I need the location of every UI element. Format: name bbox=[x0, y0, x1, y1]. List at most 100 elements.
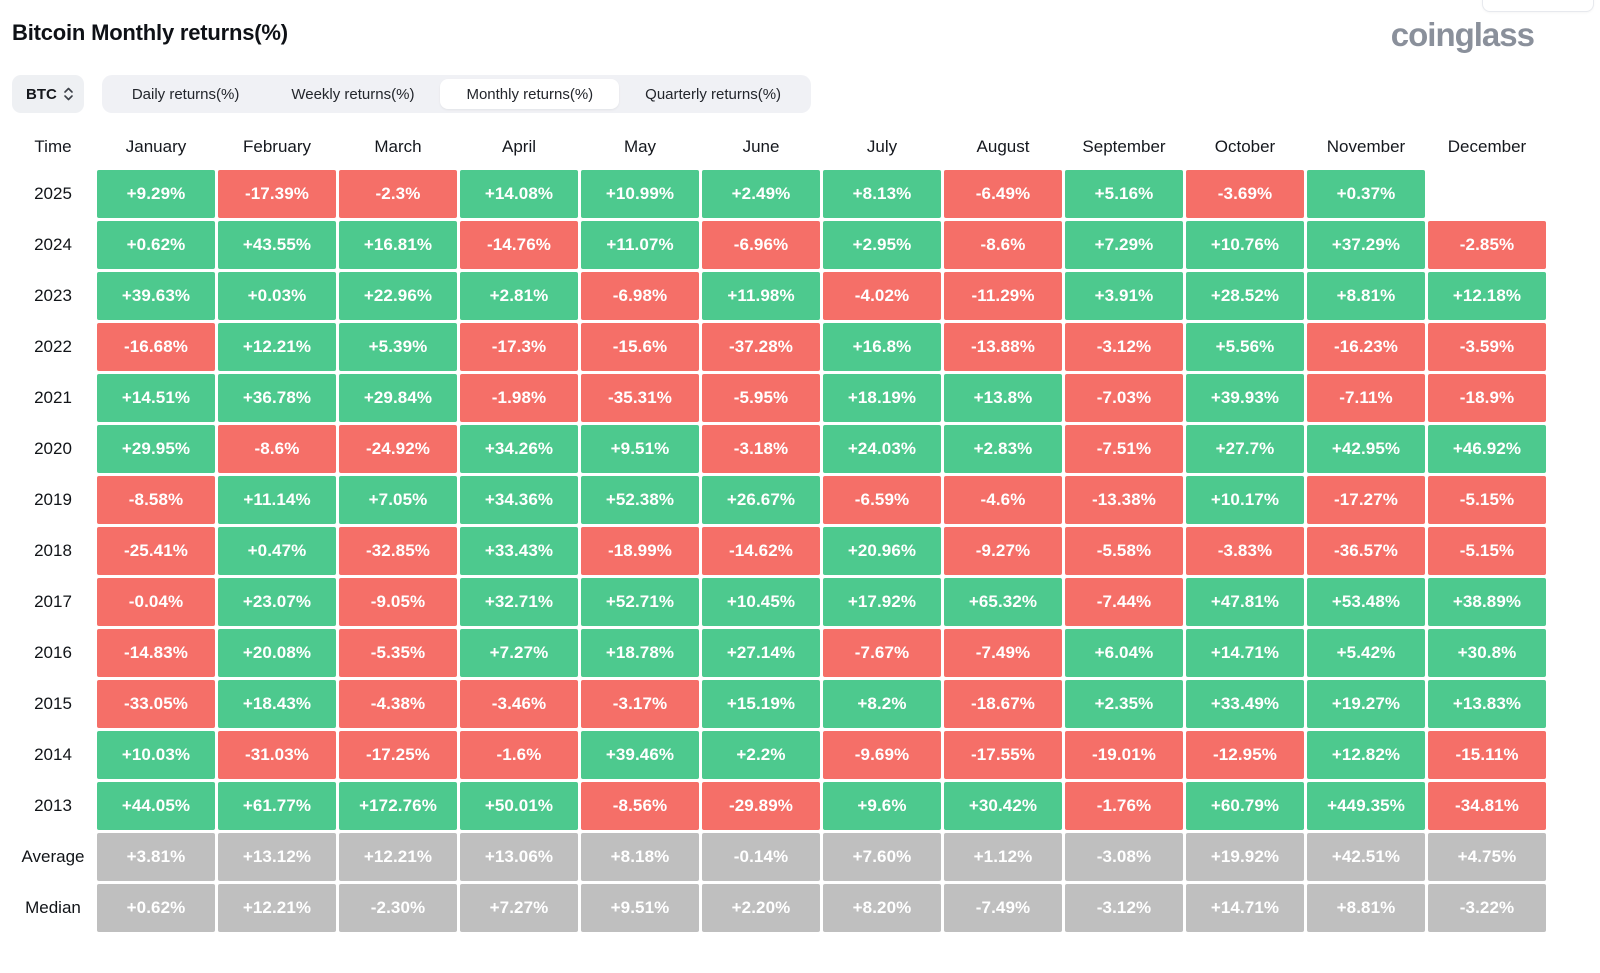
row-label: 2025 bbox=[34, 184, 72, 203]
return-cell: -9.05% bbox=[339, 578, 457, 626]
return-cell: +5.42% bbox=[1307, 629, 1425, 677]
return-cell: +14.51% bbox=[97, 374, 215, 422]
return-cell: +12.82% bbox=[1307, 731, 1425, 779]
return-cell: -33.05% bbox=[97, 680, 215, 728]
return-cell: +5.16% bbox=[1065, 170, 1183, 218]
return-cell: -17.3% bbox=[460, 323, 578, 371]
return-cell: -35.31% bbox=[581, 374, 699, 422]
coinglass-logo: coinglass bbox=[1390, 16, 1535, 53]
return-cell: -13.88% bbox=[944, 323, 1062, 371]
return-cell: +172.76% bbox=[339, 782, 457, 830]
return-cell: -8.6% bbox=[218, 425, 336, 473]
return-cell: -15.11% bbox=[1428, 731, 1546, 779]
return-cell: +11.07% bbox=[581, 221, 699, 269]
return-cell: +13.12% bbox=[218, 833, 336, 881]
return-cell: +39.63% bbox=[97, 272, 215, 320]
return-cell: -34.81% bbox=[1428, 782, 1546, 830]
return-cell: +0.62% bbox=[97, 884, 215, 932]
return-cell: -6.98% bbox=[581, 272, 699, 320]
return-cell: -24.92% bbox=[339, 425, 457, 473]
return-cell: -17.55% bbox=[944, 731, 1062, 779]
row-label: 2018 bbox=[34, 541, 72, 560]
return-cell: +26.67% bbox=[702, 476, 820, 524]
return-cell: +29.84% bbox=[339, 374, 457, 422]
column-header-month: March bbox=[374, 137, 422, 156]
tab-quarterly-returns[interactable]: Quarterly returns(%) bbox=[645, 85, 782, 103]
return-cell: -14.76% bbox=[460, 221, 578, 269]
return-cell: -17.27% bbox=[1307, 476, 1425, 524]
return-cell: +19.27% bbox=[1307, 680, 1425, 728]
return-cell: +13.06% bbox=[460, 833, 578, 881]
return-cell: -9.27% bbox=[944, 527, 1062, 575]
return-cell: -12.95% bbox=[1186, 731, 1304, 779]
return-cell: +53.48% bbox=[1307, 578, 1425, 626]
return-cell: +30.8% bbox=[1428, 629, 1546, 677]
return-cell: -29.89% bbox=[702, 782, 820, 830]
return-cell: -6.96% bbox=[702, 221, 820, 269]
return-cell: +0.03% bbox=[218, 272, 336, 320]
return-cell: +8.18% bbox=[581, 833, 699, 881]
row-label: 2024 bbox=[34, 235, 72, 254]
tab-monthly-returns[interactable]: Monthly returns(%) bbox=[440, 79, 620, 109]
return-cell: -2.85% bbox=[1428, 221, 1546, 269]
return-cell: -14.83% bbox=[97, 629, 215, 677]
return-cell: +2.35% bbox=[1065, 680, 1183, 728]
return-cell: +9.29% bbox=[97, 170, 215, 218]
return-cell: +12.21% bbox=[339, 833, 457, 881]
return-cell: +7.60% bbox=[823, 833, 941, 881]
return-cell: +9.51% bbox=[581, 884, 699, 932]
return-cell: -32.85% bbox=[339, 527, 457, 575]
return-cell: +24.03% bbox=[823, 425, 941, 473]
top-right-widget-fragment[interactable] bbox=[1482, 0, 1594, 12]
return-cell: +8.2% bbox=[823, 680, 941, 728]
return-cell: +4.75% bbox=[1428, 833, 1546, 881]
return-cell: +0.37% bbox=[1307, 170, 1425, 218]
return-cell: -16.23% bbox=[1307, 323, 1425, 371]
return-cell: +2.81% bbox=[460, 272, 578, 320]
return-cell: -3.59% bbox=[1428, 323, 1546, 371]
return-cell: +60.79% bbox=[1186, 782, 1304, 830]
return-cell: +43.55% bbox=[218, 221, 336, 269]
row-label: Average bbox=[21, 847, 85, 866]
tab-weekly-returns[interactable]: Weekly returns(%) bbox=[291, 85, 415, 103]
return-cell: +0.62% bbox=[97, 221, 215, 269]
return-cell: +37.29% bbox=[1307, 221, 1425, 269]
column-header-month: May bbox=[623, 137, 657, 156]
return-cell: -18.67% bbox=[944, 680, 1062, 728]
return-cell: +32.71% bbox=[460, 578, 578, 626]
topbar: Bitcoin Monthly returns(%) coinglass bbox=[0, 0, 1600, 51]
row-label: 2014 bbox=[34, 745, 72, 764]
return-cell: +52.38% bbox=[581, 476, 699, 524]
return-cell: +42.51% bbox=[1307, 833, 1425, 881]
return-cell: -18.99% bbox=[581, 527, 699, 575]
return-cell: -16.68% bbox=[97, 323, 215, 371]
return-cell: -3.08% bbox=[1065, 833, 1183, 881]
row-label: 2020 bbox=[34, 439, 72, 458]
return-cell: -3.83% bbox=[1186, 527, 1304, 575]
return-cell: -3.17% bbox=[581, 680, 699, 728]
return-cell: +2.2% bbox=[702, 731, 820, 779]
symbol-select[interactable]: BTC bbox=[12, 75, 84, 113]
return-cell: -7.03% bbox=[1065, 374, 1183, 422]
return-cell: +2.95% bbox=[823, 221, 941, 269]
return-cell: -6.49% bbox=[944, 170, 1062, 218]
return-cell: -3.22% bbox=[1428, 884, 1546, 932]
return-cell: +12.21% bbox=[218, 884, 336, 932]
return-cell: +1.12% bbox=[944, 833, 1062, 881]
return-cell: -3.12% bbox=[1065, 884, 1183, 932]
return-cell: +13.8% bbox=[944, 374, 1062, 422]
return-cell: +23.07% bbox=[218, 578, 336, 626]
return-cell: -14.62% bbox=[702, 527, 820, 575]
return-cell: +3.91% bbox=[1065, 272, 1183, 320]
return-cell: +14.71% bbox=[1186, 629, 1304, 677]
return-cell: +2.49% bbox=[702, 170, 820, 218]
return-cell: -4.6% bbox=[944, 476, 1062, 524]
return-cell: +9.51% bbox=[581, 425, 699, 473]
return-cell: +34.36% bbox=[460, 476, 578, 524]
return-cell: -6.59% bbox=[823, 476, 941, 524]
tab-daily-returns[interactable]: Daily returns(%) bbox=[131, 85, 240, 103]
return-cell: +7.27% bbox=[460, 629, 578, 677]
return-cell bbox=[1428, 170, 1546, 218]
column-header-month: November bbox=[1326, 137, 1406, 156]
